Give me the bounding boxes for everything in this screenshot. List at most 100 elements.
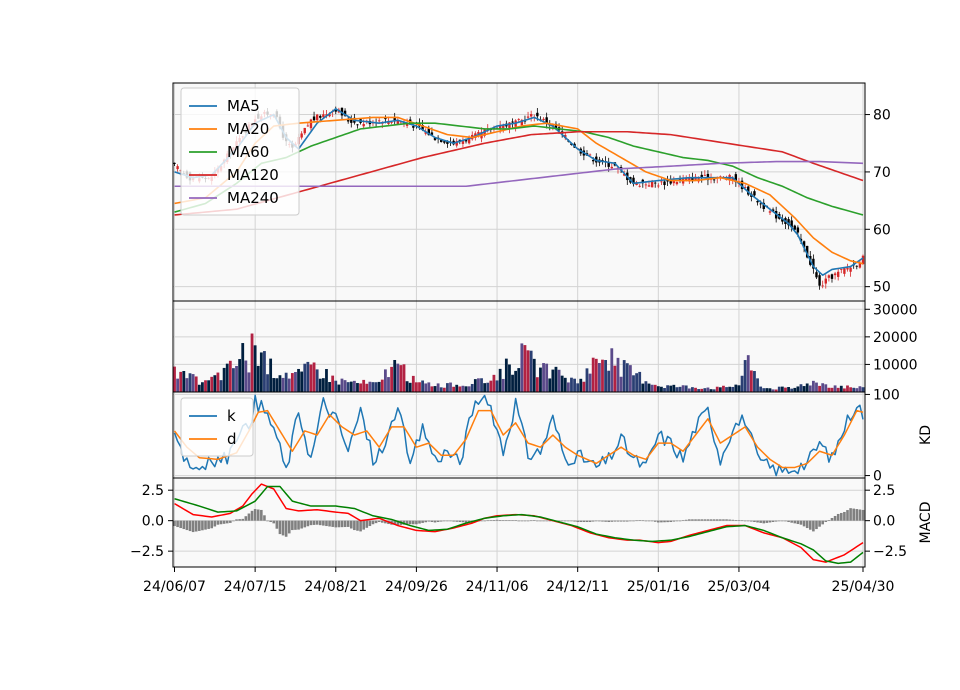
candle-body-198 <box>787 219 790 226</box>
candle-body-222 <box>861 255 865 265</box>
candle-body-46 <box>315 114 319 121</box>
volume-bar-4 <box>185 378 189 392</box>
macd-ytick-left-label-2: 2.5 <box>142 483 164 499</box>
candle-body-183 <box>740 180 744 190</box>
volume-bar-115 <box>529 350 533 392</box>
candle-body-115 <box>529 114 533 117</box>
volume-bar-108 <box>508 364 511 392</box>
macd-hist-bar-37 <box>287 520 291 534</box>
volume-bar-184 <box>743 360 747 392</box>
volume-bar-0 <box>173 366 176 392</box>
candle-body-56 <box>346 119 350 122</box>
macd-hist-bar-108 <box>508 520 511 521</box>
volume-bar-56 <box>346 382 350 392</box>
candle-body-165 <box>685 178 688 181</box>
macd-hist-bar-116 <box>532 520 536 521</box>
macd-hist-bar-77 <box>412 520 415 525</box>
volume-bar-204 <box>805 383 809 392</box>
candle-body-206 <box>812 258 815 269</box>
volume-bar-40 <box>297 368 300 392</box>
candle-body-95 <box>467 137 471 144</box>
volume-bar-93 <box>461 385 465 392</box>
macd-hist-bar-1 <box>176 520 179 528</box>
x-tick-label-1: 24/07/15 <box>224 579 287 595</box>
macd-hist-bar-185 <box>746 520 750 522</box>
candle-body-140 <box>607 162 610 167</box>
macd-panel: −2.5 −2.5 0.0 0.0 2.5 2.5 MACD <box>130 477 934 568</box>
macd-hist-bar-34 <box>278 520 282 535</box>
volume-bar-18 <box>228 360 232 392</box>
macd-hist-bar-72 <box>396 520 400 526</box>
macd-hist-bar-63 <box>368 520 372 527</box>
volume-bar-68 <box>383 369 387 392</box>
macd-hist-bar-202 <box>799 520 803 525</box>
volume-bar-219 <box>852 387 856 392</box>
price-panel: 50 60 70 80 MA5 MA20 MA60 MA120 MA240 <box>172 82 891 302</box>
volume-bar-137 <box>597 362 601 392</box>
volume-bar-130 <box>576 383 580 392</box>
macd-hist-bar-13 <box>213 520 217 527</box>
volume-bar-121 <box>548 378 552 392</box>
volume-bar-52 <box>334 380 338 392</box>
kd-legend-entry-0: k <box>227 407 236 425</box>
volume-bar-149 <box>635 373 639 392</box>
volume-bar-203 <box>802 386 806 392</box>
candle-body-167 <box>691 177 694 182</box>
candle-body-221 <box>858 263 862 268</box>
macd-hist-bar-29 <box>263 515 266 521</box>
candle-body-162 <box>675 182 679 185</box>
volume-bar-207 <box>815 382 818 392</box>
macd-hist-bar-54 <box>340 520 344 528</box>
volume-bar-132 <box>582 381 586 392</box>
volume-bar-200 <box>793 387 797 392</box>
volume-bar-21 <box>238 359 242 392</box>
candle-body-212 <box>830 274 834 279</box>
macd-hist-bar-55 <box>343 520 347 528</box>
macd-hist-bar-27 <box>256 509 260 521</box>
macd-ytick-left-label-1: 0.0 <box>142 514 164 530</box>
macd-hist-bar-141 <box>610 520 614 522</box>
volume-bar-96 <box>470 383 474 392</box>
macd-border <box>172 477 866 568</box>
volume-bar-1 <box>176 378 180 392</box>
macd-hist-bar-130 <box>576 520 579 523</box>
volume-bar-172 <box>706 387 710 392</box>
volume-bar-99 <box>480 378 483 392</box>
volume-bar-195 <box>777 386 781 392</box>
volume-bar-186 <box>749 370 753 392</box>
macd-hist-bar-68 <box>384 520 387 524</box>
candle-body-84 <box>433 137 437 140</box>
price-legend-entry-3: MA120 <box>227 166 279 184</box>
volume-bar-119 <box>542 363 545 392</box>
macd-hist-bar-84 <box>433 520 437 523</box>
volume-bar-30 <box>266 374 269 392</box>
macd-hist-bar-133 <box>585 520 589 523</box>
price-legend-entry-2: MA60 <box>227 143 269 161</box>
macd-hist-bar-208 <box>818 520 821 527</box>
macd-hist-bar-180 <box>731 519 735 521</box>
volume-bar-23 <box>244 360 248 392</box>
kd-ytick-label-0: 0 <box>873 469 882 485</box>
volume-bar-29 <box>263 351 266 392</box>
macd-hist-bar-42 <box>303 520 307 528</box>
volume-bar-163 <box>678 386 682 392</box>
macd-hist-bar-52 <box>334 520 338 528</box>
macd-hist-bar-18 <box>229 520 232 523</box>
macd-hist-bar-132 <box>582 520 586 523</box>
macd-hist-bar-129 <box>573 520 576 522</box>
macd-hist-bar-62 <box>365 520 369 528</box>
macd-hist-bar-109 <box>511 520 514 521</box>
volume-bar-61 <box>362 379 366 392</box>
volume-bar-170 <box>700 388 704 392</box>
macd-hist-bar-44 <box>309 520 313 526</box>
candle-body-77 <box>412 126 415 128</box>
volume-bar-48 <box>321 378 325 392</box>
macd-hist-bar-172 <box>706 519 710 521</box>
candle-body-148 <box>632 177 635 185</box>
price-ytick-label-3: 80 <box>873 108 891 124</box>
volume-bar-50 <box>328 382 331 392</box>
macd-hist-bar-137 <box>598 520 601 522</box>
volume-bar-222 <box>861 387 865 392</box>
macd-hist-bar-206 <box>812 520 815 532</box>
